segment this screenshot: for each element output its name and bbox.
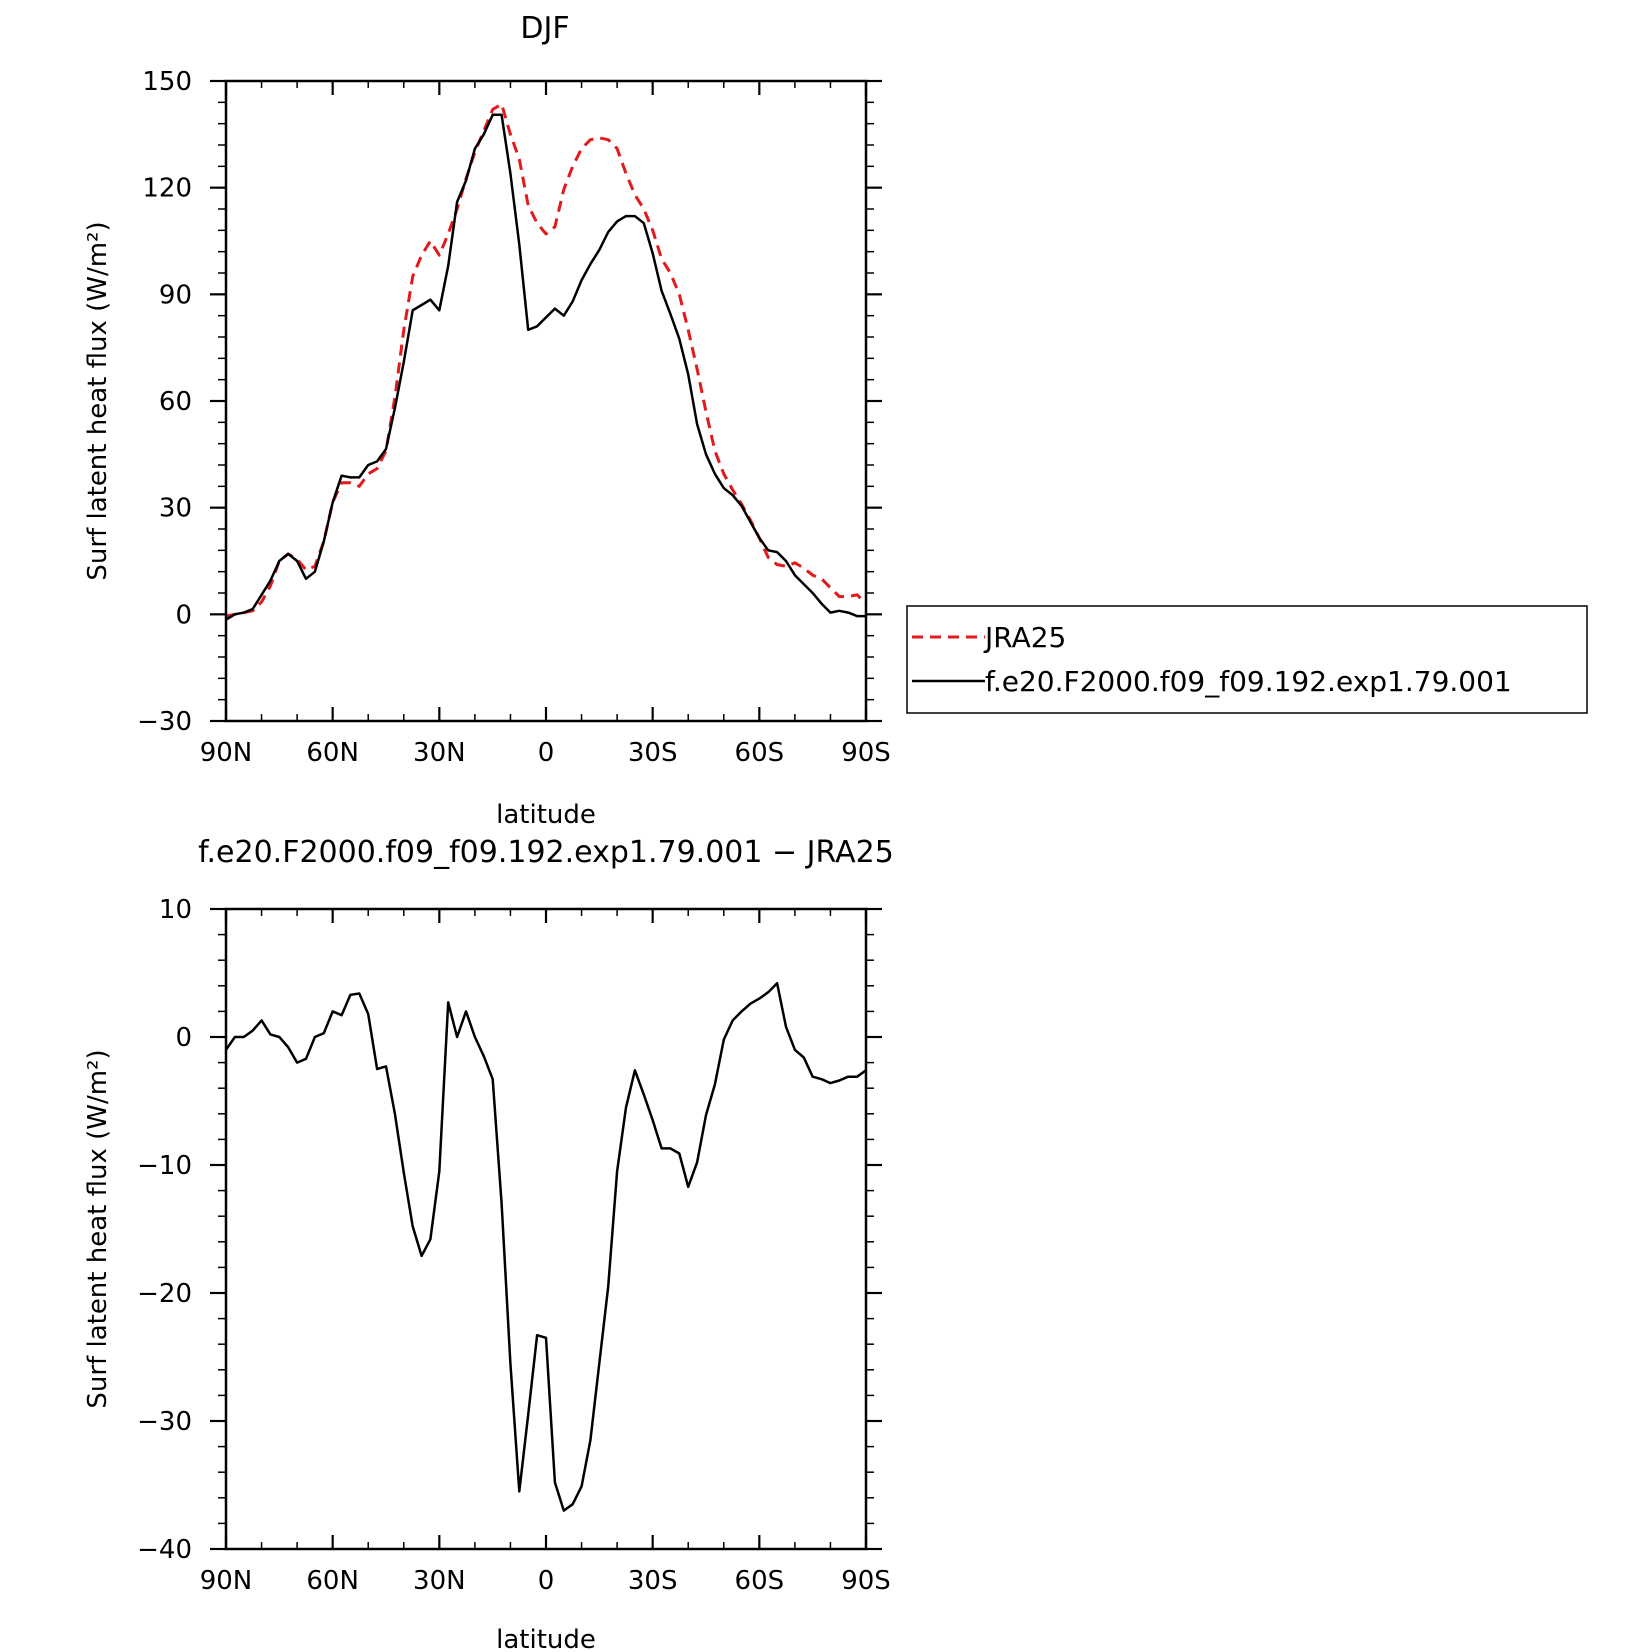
top-y-tick-label: 120 (142, 174, 192, 204)
top-x-tick-label: 60N (306, 738, 359, 768)
bottom-x-tick-label: 60N (306, 1566, 359, 1596)
bottom-series-line-1 (224, 981, 867, 1512)
bottom-x-tick-label: 30N (413, 1566, 466, 1596)
top-y-tick-label: 60 (159, 387, 192, 417)
legend-label-model: f.e20.F2000.f09_f09.192.exp1.79.001 (985, 665, 1512, 698)
top-x-axis-label: latitude (496, 800, 596, 830)
bottom-y-tick-label: −10 (137, 1151, 192, 1181)
legend-label-jra25: JRA25 (983, 621, 1066, 654)
top-plot-frame (224, 79, 868, 723)
top-x-tick-label: 0 (538, 738, 555, 768)
bottom-series-lines (224, 981, 867, 1512)
bottom-plot-frame (224, 907, 868, 1551)
legend-box (906, 605, 1588, 714)
top-x-tick-label: 30N (413, 738, 466, 768)
top-x-tick-label: 30S (628, 738, 678, 768)
bottom-y-axis-label: Surf latent heat flux (W/m²) (83, 1049, 113, 1408)
top-y-tick-label: 0 (175, 600, 192, 630)
panel-bottom: f.e20.F2000.f09_f09.192.exp1.79.001 − JR… (83, 835, 894, 1652)
top-y-tick-label: 90 (159, 280, 192, 310)
top-y-axis-label: Surf latent heat flux (W/m²) (83, 221, 113, 580)
top-series-lines (225, 102, 868, 621)
top-series-line-2 (225, 113, 866, 621)
top-tick-marks (210, 79, 882, 723)
top-y-tick-label: 150 (142, 67, 192, 97)
bottom-x-tick-label: 90N (200, 1566, 253, 1596)
bottom-x-tick-label: 60S (735, 1566, 785, 1596)
bottom-x-axis-label: latitude (496, 1625, 596, 1652)
bottom-x-tick-label: 0 (538, 1566, 555, 1596)
top-y-tick-label: −30 (137, 707, 192, 737)
bottom-y-tick-label: 0 (175, 1023, 192, 1053)
legend: JRA25 f.e20.F2000.f09_f09.192.exp1.79.00… (906, 605, 1588, 714)
bottom-x-tick-label: 30S (628, 1566, 678, 1596)
bottom-chart-title: f.e20.F2000.f09_f09.192.exp1.79.001 − JR… (198, 835, 894, 870)
top-x-tick-label: 90N (200, 738, 253, 768)
bottom-y-tick-labels: −40 −30 −20 −10 0 10 (137, 895, 192, 1565)
top-x-tick-label: 90S (841, 738, 891, 768)
top-chart-title: DJF (520, 11, 569, 46)
bottom-y-tick-label: −40 (137, 1535, 192, 1565)
bottom-y-tick-label: −30 (137, 1407, 192, 1437)
bottom-x-tick-labels: 90N 60N 30N 0 30S 60S 90S (200, 1566, 891, 1596)
top-y-tick-label: 30 (159, 494, 192, 524)
top-y-tick-labels: −30 0 30 60 90 120 150 (137, 67, 192, 737)
bottom-y-tick-label: −20 (137, 1279, 192, 1309)
panel-top: DJF −30 0 30 60 90 120 150 90N 60N 30N 0 30S 60S 90S… (83, 11, 891, 830)
bottom-y-tick-label: 10 (159, 895, 192, 925)
top-x-tick-labels: 90N 60N 30N 0 30S 60S 90S (200, 738, 891, 768)
bottom-x-tick-label: 90S (841, 1566, 891, 1596)
top-x-tick-label: 60S (735, 738, 785, 768)
top-series-line-1 (225, 102, 868, 618)
